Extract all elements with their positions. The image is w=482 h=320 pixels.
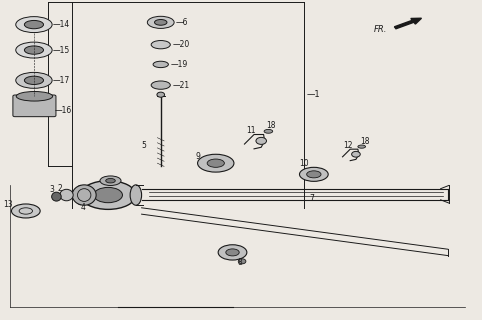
Text: —17: —17 [53, 76, 70, 85]
Text: 9: 9 [196, 152, 201, 161]
Ellipse shape [307, 171, 321, 178]
Ellipse shape [264, 129, 273, 133]
Circle shape [256, 137, 267, 144]
Ellipse shape [12, 204, 40, 218]
Text: —1: —1 [307, 90, 321, 99]
Ellipse shape [151, 81, 170, 89]
Ellipse shape [52, 192, 61, 201]
FancyArrow shape [394, 18, 421, 29]
Circle shape [157, 92, 164, 97]
Ellipse shape [16, 72, 52, 88]
Ellipse shape [299, 167, 328, 181]
Text: 7: 7 [309, 194, 314, 203]
Ellipse shape [25, 76, 43, 84]
Text: 12: 12 [344, 141, 353, 150]
Ellipse shape [25, 46, 43, 54]
Text: 11: 11 [246, 126, 256, 135]
Text: 18: 18 [266, 121, 276, 130]
Text: 13: 13 [3, 200, 13, 209]
Text: 5: 5 [142, 141, 147, 150]
Ellipse shape [155, 20, 167, 25]
Ellipse shape [16, 92, 53, 101]
Ellipse shape [16, 17, 52, 33]
Ellipse shape [130, 185, 142, 205]
Ellipse shape [80, 181, 136, 209]
Ellipse shape [76, 186, 85, 204]
Text: 2: 2 [58, 184, 63, 193]
Text: 4: 4 [81, 203, 86, 212]
Ellipse shape [72, 185, 96, 205]
Ellipse shape [358, 145, 365, 148]
Ellipse shape [147, 16, 174, 28]
Text: —14: —14 [53, 20, 70, 29]
Text: —20: —20 [173, 40, 190, 49]
Text: —16: —16 [54, 106, 72, 115]
Ellipse shape [100, 176, 121, 186]
Circle shape [352, 151, 360, 157]
Ellipse shape [198, 154, 234, 172]
Ellipse shape [106, 179, 115, 183]
Ellipse shape [218, 245, 247, 260]
FancyBboxPatch shape [13, 95, 56, 117]
Text: 18: 18 [360, 137, 369, 146]
Ellipse shape [60, 189, 73, 201]
Ellipse shape [151, 41, 170, 49]
Text: —21: —21 [173, 81, 190, 90]
Text: —6: —6 [176, 18, 188, 27]
Text: FR.: FR. [374, 25, 387, 34]
Ellipse shape [25, 20, 43, 29]
Ellipse shape [94, 188, 122, 203]
Ellipse shape [226, 249, 239, 256]
Ellipse shape [207, 159, 225, 167]
Text: 8: 8 [237, 258, 242, 267]
Text: —15: —15 [53, 45, 70, 55]
Circle shape [238, 259, 246, 264]
Text: —19: —19 [170, 60, 187, 69]
Ellipse shape [16, 42, 52, 58]
Text: 3: 3 [50, 185, 54, 194]
Text: 10: 10 [299, 159, 309, 168]
Ellipse shape [153, 61, 168, 68]
